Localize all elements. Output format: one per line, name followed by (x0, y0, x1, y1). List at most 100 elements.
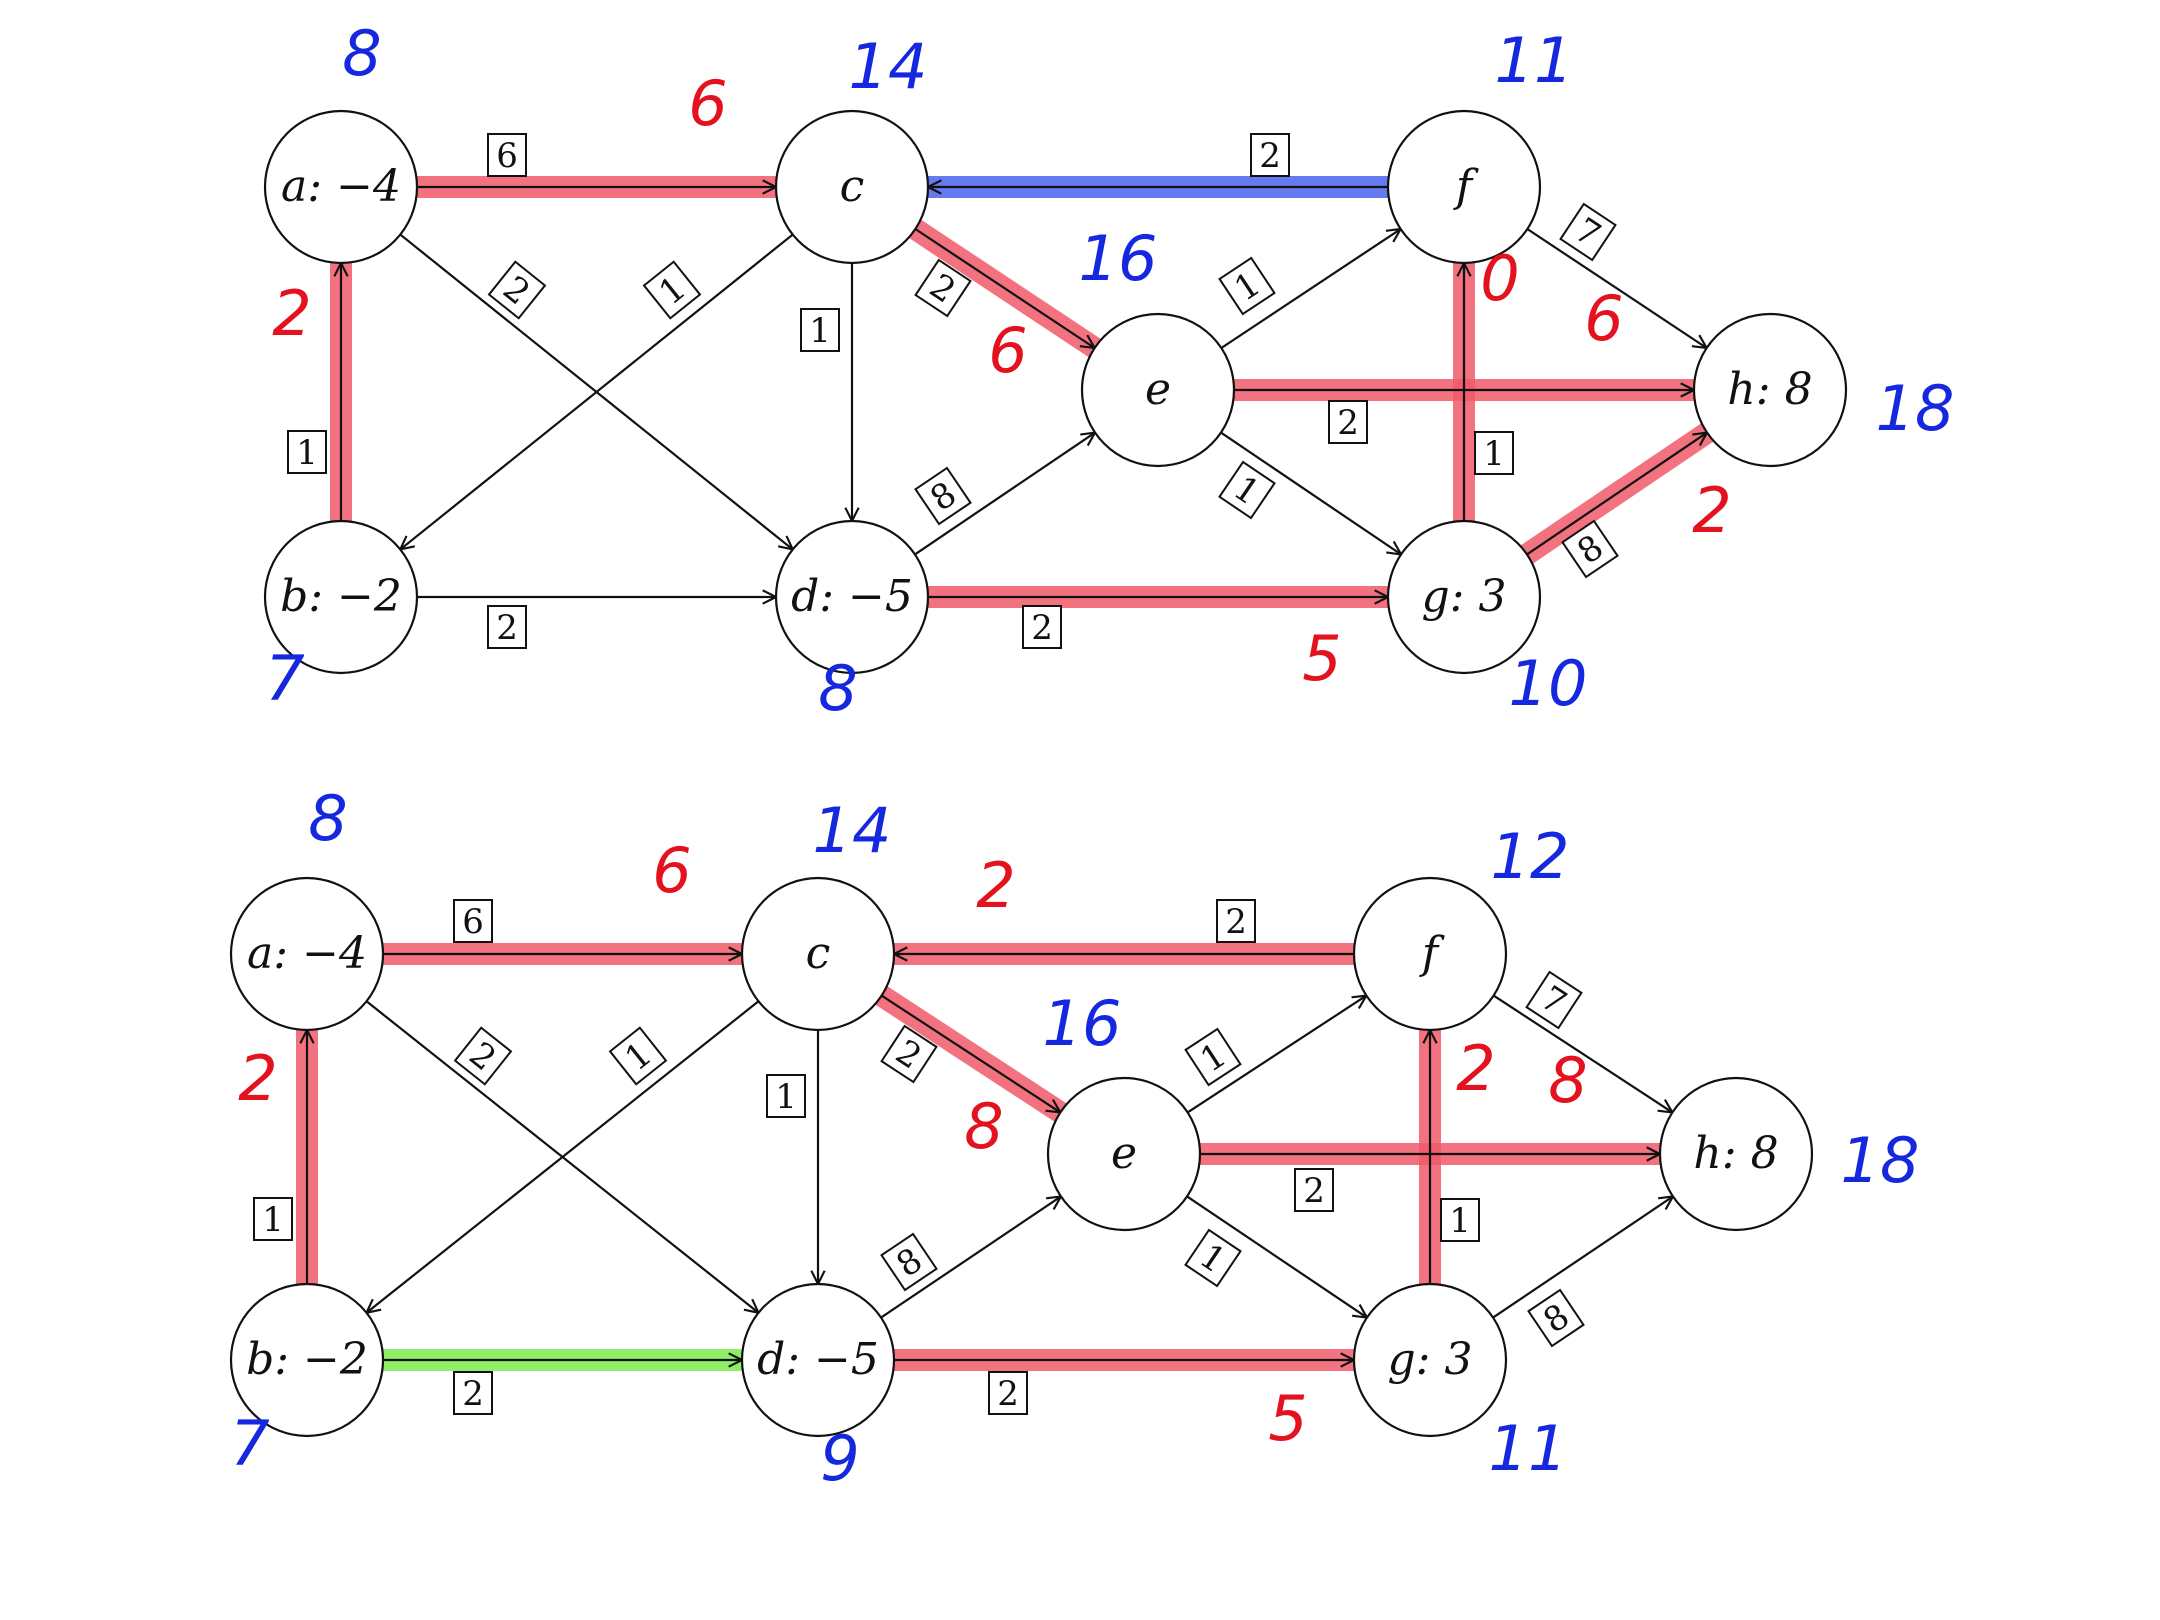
capacity-label-g-f: 1 (1474, 431, 1514, 475)
capacity-box (1294, 1168, 1334, 1212)
node-circle (229, 1282, 385, 1438)
capacity-value: 6 (496, 136, 518, 176)
flow-value-a-c: 6 (652, 834, 691, 907)
edge-g-h (1492, 1196, 1673, 1319)
node-f: f (1386, 109, 1542, 265)
node-circle (1386, 109, 1542, 265)
capacity-box (1250, 133, 1290, 177)
flow-value-e-h: 8 (1548, 1044, 1587, 1117)
distance-mark-b: 7 (230, 1407, 269, 1480)
capacity-box (487, 605, 527, 649)
capacity-label-c-d: 1 (800, 308, 840, 352)
node-c: c (774, 109, 930, 265)
flow-value-f-c: 2 (976, 849, 1015, 922)
capacity-box (487, 133, 527, 177)
node-circle (1352, 1282, 1508, 1438)
capacity-box (608, 1026, 668, 1086)
capacity-box (880, 1024, 938, 1084)
distance-mark-d: 9 (820, 1422, 859, 1495)
capacity-box (453, 899, 493, 943)
edge-g-h (1526, 433, 1707, 556)
distance-mark-c: 14 (813, 794, 892, 867)
edge-f-h (1526, 228, 1706, 348)
distance-mark-h: 18 (1876, 372, 1955, 445)
node-circle (740, 1282, 896, 1438)
capacity-box (766, 1074, 806, 1118)
node-f: f (1352, 876, 1508, 1032)
capacity-value: 2 (462, 1374, 484, 1414)
capacity-label-a-d: 2 (487, 260, 547, 320)
distance-mark-f: 12 (1491, 820, 1570, 893)
capacity-label-e-h: 2 (1328, 400, 1368, 444)
capacity-box (1525, 970, 1583, 1030)
edge-e-f (1220, 229, 1400, 349)
node-circle (1692, 312, 1848, 468)
capacity-box (642, 260, 702, 320)
flow-value-g-f: 0 (1480, 242, 1519, 315)
capacity-label-e-g: 1 (1218, 460, 1276, 520)
capacity-label-c-b: 1 (642, 260, 702, 320)
capacity-label-e-f: 1 (1184, 1027, 1242, 1087)
capacity-label-b-a: 1 (287, 430, 327, 474)
distance-mark-f: 11 (1495, 24, 1574, 97)
edge-c-b (400, 233, 794, 550)
capacity-box (880, 1232, 938, 1292)
node-label: b: −2 (246, 1334, 368, 1385)
capacity-value: 2 (1225, 902, 1247, 942)
capacity-box (914, 258, 972, 318)
capacity-label-e-g: 1 (1184, 1228, 1242, 1288)
edge-e-g (1220, 431, 1401, 555)
capacity-box (800, 308, 840, 352)
capacity-value: 6 (462, 902, 484, 942)
nodes: a: −4 b: −2 c d: −5 e f g: 3 h: 8 (229, 876, 1814, 1438)
capacity-label-e-h: 2 (1294, 1168, 1334, 1212)
distance-mark-c: 14 (849, 30, 928, 103)
edge-d-e (880, 1196, 1061, 1319)
node-h: h: 8 (1658, 1076, 1814, 1232)
capacity-value: 2 (1303, 1171, 1325, 1211)
capacity-box (1216, 899, 1256, 943)
node-g: g: 3 (1386, 519, 1542, 675)
flow-value-a-c: 6 (688, 67, 727, 140)
capacity-label-c-d: 1 (766, 1074, 806, 1118)
capacity-value: 2 (496, 608, 518, 648)
node-label: h: 8 (1727, 364, 1812, 415)
capacity-box (1218, 460, 1276, 520)
node-label: c (806, 928, 831, 979)
node-circle (774, 109, 930, 265)
node-a: a: −4 (263, 109, 419, 265)
capacity-value: 1 (775, 1077, 797, 1117)
capacity-value: 1 (1483, 434, 1505, 474)
distance-mark-a: 8 (308, 782, 347, 855)
capacity-label-c-e: 2 (880, 1024, 938, 1084)
capacity-value: 1 (1449, 1201, 1471, 1241)
node-e: e (1046, 1076, 1202, 1232)
edge-c-b (367, 1000, 760, 1312)
flow-value-d-g: 5 (1268, 1382, 1307, 1455)
edges (341, 187, 1707, 597)
flow-value-c-e: 6 (988, 314, 1027, 387)
node-label: g: 3 (1422, 571, 1507, 622)
node-circle (1080, 312, 1236, 468)
capacity-value: 2 (1031, 608, 1053, 648)
node-circle (1386, 519, 1542, 675)
node-circle (263, 519, 419, 675)
node-circle (1658, 1076, 1814, 1232)
flow-value-e-h: 6 (1584, 282, 1623, 355)
capacity-value: 2 (1259, 136, 1281, 176)
capacity-value: 1 (296, 433, 318, 473)
distance-mark-e: 16 (1043, 987, 1122, 1060)
distance-mark-b: 7 (265, 642, 304, 715)
flow-value-g-h: 2 (1692, 474, 1731, 547)
capacity-label-e-f: 1 (1218, 256, 1276, 316)
node-g: g: 3 (1352, 1282, 1508, 1438)
node-label: c (840, 161, 865, 212)
nodes: a: −4 b: −2 c d: −5 e f g: 3 h: 8 (263, 109, 1848, 675)
node-label: g: 3 (1388, 1334, 1473, 1385)
distance-mark-a: 8 (342, 17, 381, 90)
edge-c-e (914, 228, 1094, 348)
capacity-box (287, 430, 327, 474)
